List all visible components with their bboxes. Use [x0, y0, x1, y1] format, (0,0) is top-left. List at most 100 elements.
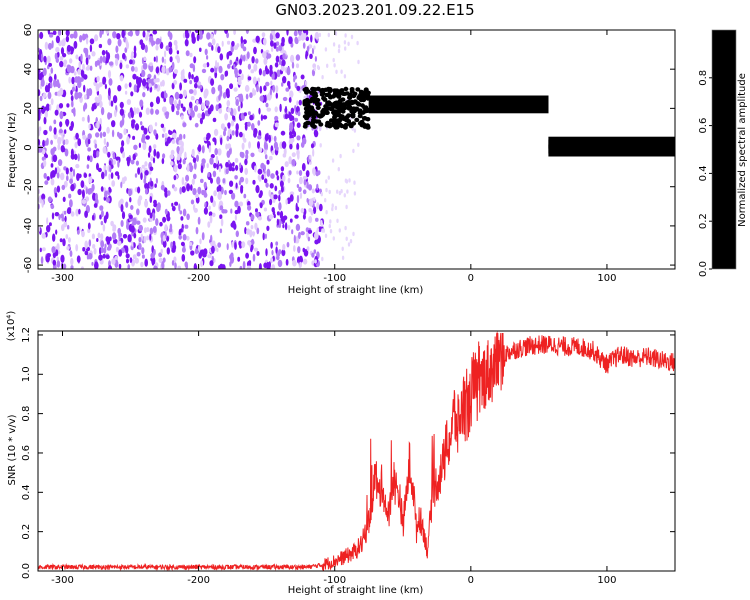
- noise-speckle: [300, 207, 305, 214]
- noise-speckle: [195, 75, 199, 84]
- onset-band-cell: [332, 112, 338, 117]
- noise-speckle: [59, 238, 63, 243]
- noise-speckle: [83, 173, 88, 178]
- noise-speckle: [118, 249, 123, 257]
- noise-speckle: [233, 30, 236, 35]
- noise-speckle: [153, 248, 156, 256]
- noise-speckle: [344, 46, 347, 51]
- noise-speckle: [184, 224, 189, 229]
- noise-speckle: [200, 178, 204, 183]
- noise-speckle: [77, 153, 80, 162]
- noise-speckle: [226, 243, 229, 251]
- noise-speckle: [153, 144, 157, 149]
- noise-speckle: [171, 82, 175, 90]
- noise-speckle: [339, 153, 342, 159]
- noise-speckle: [176, 155, 181, 161]
- noise-speckle: [40, 53, 44, 62]
- noise-speckle: [345, 236, 348, 241]
- noise-speckle: [215, 155, 219, 165]
- noise-speckle: [71, 76, 75, 85]
- noise-speckle: [193, 56, 197, 64]
- noise-speckle: [218, 65, 223, 74]
- noise-speckle: [282, 243, 286, 251]
- noise-speckle: [119, 108, 125, 116]
- noise-speckle: [266, 159, 270, 165]
- noise-speckle: [103, 215, 107, 224]
- noise-speckle: [291, 229, 294, 235]
- noise-speckle: [275, 41, 280, 46]
- noise-speckle: [140, 261, 144, 268]
- noise-speckle: [59, 87, 64, 96]
- noise-speckle: [157, 206, 161, 211]
- noise-speckle: [38, 113, 41, 121]
- noise-speckle: [285, 87, 290, 92]
- noise-speckle: [66, 175, 69, 182]
- noise-speckle: [158, 252, 163, 258]
- noise-speckle: [275, 85, 279, 93]
- onset-band-cell: [318, 122, 324, 127]
- noise-speckle: [82, 63, 85, 71]
- noise-speckle: [121, 178, 126, 184]
- noise-speckle: [132, 73, 137, 80]
- noise-speckle: [136, 220, 141, 225]
- noise-speckle: [298, 257, 304, 264]
- noise-speckle: [289, 218, 293, 223]
- noise-speckle: [224, 113, 229, 121]
- noise-speckle: [274, 122, 279, 128]
- noise-speckle: [207, 221, 211, 228]
- noise-speckle: [93, 203, 98, 208]
- noise-speckle: [98, 82, 103, 87]
- noise-speckle: [96, 120, 100, 129]
- noise-speckle: [112, 152, 116, 160]
- noise-speckle: [108, 87, 111, 97]
- noise-speckle: [208, 205, 211, 211]
- noise-speckle: [271, 249, 274, 256]
- noise-speckle: [153, 148, 157, 157]
- snr-panel: -300 -200 -100 0 100 0.0 0.2 0.4 0.6 0.8 1.0 1.2 Hei…: [6, 311, 676, 596]
- noise-speckle: [248, 260, 252, 265]
- noise-speckle: [226, 135, 230, 142]
- noise-speckle: [295, 223, 301, 231]
- noise-speckle: [70, 95, 74, 102]
- noise-speckle: [346, 189, 349, 194]
- noise-speckle: [278, 59, 282, 66]
- noise-speckle: [74, 141, 78, 149]
- noise-speckle: [284, 161, 289, 168]
- noise-speckle: [245, 177, 249, 185]
- noise-speckle: [270, 257, 274, 264]
- noise-speckle: [271, 73, 275, 80]
- noise-speckle: [149, 212, 153, 219]
- noise-speckle: [245, 252, 250, 259]
- onset-band-cell: [343, 86, 349, 92]
- noise-speckle: [144, 44, 148, 54]
- noise-speckle: [298, 176, 303, 185]
- noise-speckle: [282, 53, 286, 60]
- noise-speckle: [270, 47, 274, 52]
- noise-speckle: [66, 44, 72, 52]
- noise-speckle: [333, 63, 336, 68]
- noise-speckle: [353, 128, 357, 133]
- onset-band-cell: [327, 87, 333, 92]
- noise-speckle: [305, 170, 310, 178]
- noise-speckle: [282, 76, 287, 84]
- noise-speckle: [158, 38, 162, 44]
- noise-speckle: [85, 56, 89, 66]
- noise-speckle: [164, 133, 168, 138]
- noise-speckle: [234, 200, 239, 208]
- noise-speckle: [296, 85, 301, 91]
- noise-speckle: [52, 233, 56, 242]
- noise-speckle: [256, 84, 259, 93]
- y-tick-label: 1.2: [21, 327, 32, 343]
- tone-peak: [418, 102, 425, 107]
- noise-speckle: [226, 40, 231, 45]
- noise-speckle: [77, 92, 82, 99]
- noise-speckle: [232, 162, 235, 167]
- noise-speckle: [173, 186, 178, 192]
- noise-speckle: [171, 202, 174, 207]
- noise-speckle: [99, 205, 104, 211]
- noise-speckle: [225, 70, 229, 77]
- noise-speckle: [279, 103, 282, 113]
- noise-speckle: [281, 141, 287, 149]
- noise-speckle: [273, 42, 277, 49]
- noise-speckle: [278, 190, 282, 195]
